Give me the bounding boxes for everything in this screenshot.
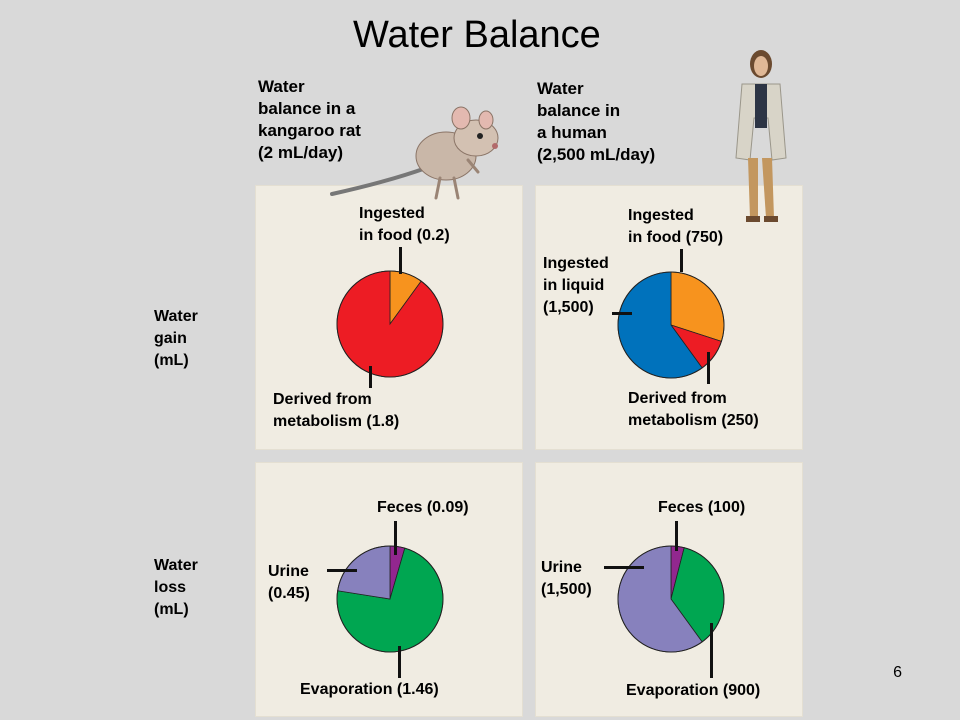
label-human-loss-evaporation: Evaporation (900) xyxy=(626,682,761,699)
kangaroo-rat-illustration xyxy=(330,106,499,200)
leader-human-metab xyxy=(707,352,710,384)
leader-rat-urine xyxy=(327,569,357,572)
label-human-loss-feces: Feces (100) xyxy=(658,499,746,516)
page-title: Water Balance xyxy=(353,14,601,56)
rat-gain-pie xyxy=(336,270,444,378)
rat-loss-pie xyxy=(336,545,444,653)
pie-slice-derived-from-metabolism xyxy=(336,270,444,378)
label-human-gain-liquid: Ingested in liquid (1,500) xyxy=(543,255,609,316)
pie-outline xyxy=(336,270,444,378)
human-gain-pie xyxy=(617,271,725,379)
pie-outline xyxy=(617,271,725,379)
label-human-loss-urine: Urine (1,500) xyxy=(541,559,592,598)
leader-human-feces xyxy=(675,521,678,551)
leader-rat-feces xyxy=(394,521,397,555)
human-header: Water balance in a human (2,500 mL/day) xyxy=(537,79,656,164)
pie-slice-urine xyxy=(337,545,391,600)
pie-outline xyxy=(617,545,725,653)
label-human-gain-food: Ingested in food (750) xyxy=(628,207,724,246)
page-number: 6 xyxy=(893,664,902,681)
row-label-loss: Water loss (mL) xyxy=(154,557,198,618)
leader-rat-food xyxy=(399,247,402,274)
label-rat-gain-metabolism: Derived from metabolism (1.8) xyxy=(273,391,400,430)
pie-outline xyxy=(336,545,444,653)
label-rat-loss-evaporation: Evaporation (1.46) xyxy=(300,681,439,698)
leader-rat-evap xyxy=(398,646,401,678)
rat-header: Water balance in a kangaroo rat (2 mL/da… xyxy=(258,77,361,162)
leader-human-evap xyxy=(710,623,713,678)
leader-human-liquid xyxy=(612,312,632,315)
label-rat-gain-food: Ingested in food (0.2) xyxy=(359,205,450,244)
leader-human-urine xyxy=(604,566,644,569)
leader-rat-metab xyxy=(369,366,372,388)
row-label-gain: Water gain (mL) xyxy=(154,308,198,369)
label-human-gain-metabolism: Derived from metabolism (250) xyxy=(628,390,759,429)
human-illustration xyxy=(735,50,787,222)
label-rat-loss-urine: Urine (0.45) xyxy=(268,563,310,602)
label-rat-loss-feces: Feces (0.09) xyxy=(377,499,469,516)
leader-human-food xyxy=(680,249,683,272)
human-loss-pie xyxy=(617,545,725,653)
